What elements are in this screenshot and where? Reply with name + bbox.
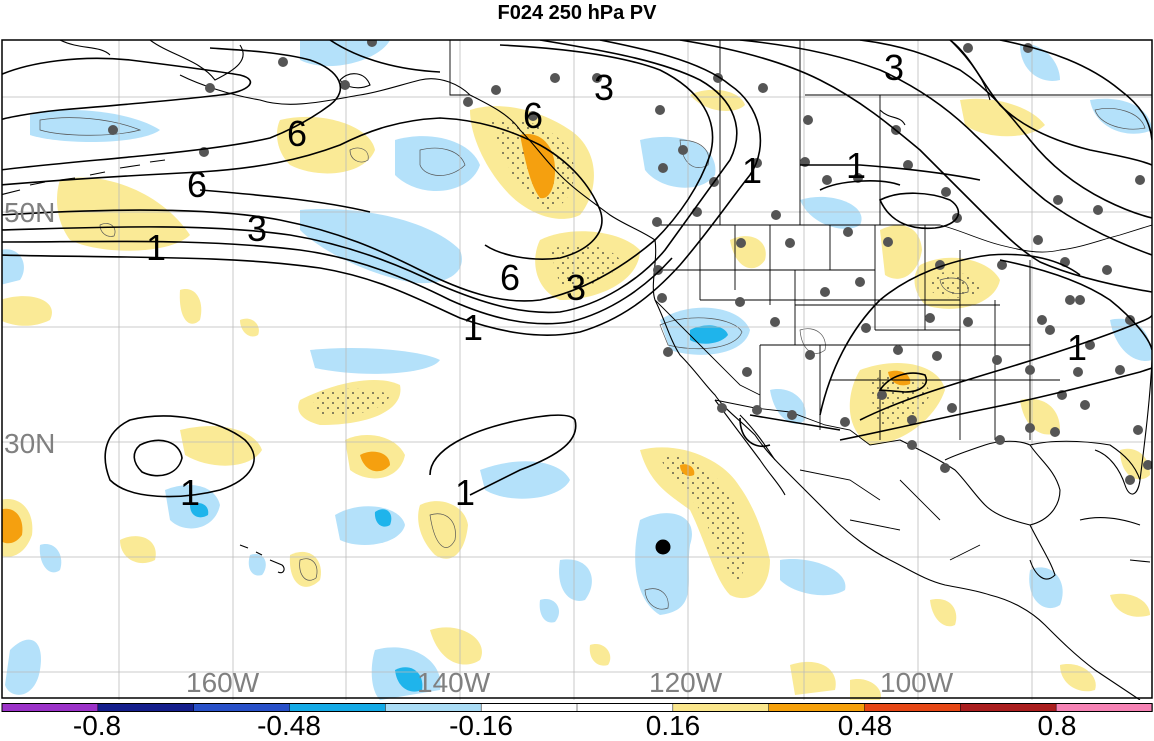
pv-contours <box>2 40 1152 498</box>
colorbar <box>1 703 1153 712</box>
lat-label-50n: 50N <box>4 197 55 228</box>
contour-label: 1 <box>742 150 762 191</box>
contour-label: 1 <box>463 307 483 348</box>
axis-labels: 50N 30N 160W 140W 120W 100W <box>4 197 954 698</box>
contour-label: 1 <box>180 472 200 513</box>
colorbar-segments <box>1 703 1153 712</box>
contour-label: 3 <box>884 47 904 88</box>
colorbar-label: 0.48 <box>837 710 893 741</box>
contour-label: 6 <box>500 257 520 298</box>
lon-label-140w: 140W <box>417 667 491 698</box>
contour-label: 3 <box>594 67 614 108</box>
strong-positive-pv-anomaly-shading <box>2 134 911 544</box>
colorbar-label: -0.8 <box>72 710 122 741</box>
colorbar-label: 0.8 <box>1037 710 1077 741</box>
contour-label: 6 <box>523 95 543 136</box>
contour-label: 3 <box>566 267 586 308</box>
lon-label-160w: 160W <box>186 667 260 698</box>
colorbar-label: 0.16 <box>645 710 701 741</box>
lat-label-30n: 30N <box>4 428 55 459</box>
pv-map: 6 6 6 6 3 3 3 3 1 1 1 1 1 1 1 50N 30N 16… <box>1 39 1153 700</box>
lon-label-100w: 100W <box>880 667 954 698</box>
lon-label-120w: 120W <box>649 667 723 698</box>
colorbar-frame <box>1 703 1153 712</box>
contour-label: 1 <box>1067 327 1087 368</box>
contour-label: 3 <box>247 208 267 249</box>
map-title: F024 250 hPa PV <box>497 2 657 24</box>
contour-label: 1 <box>146 227 166 268</box>
contour-label: 6 <box>187 164 207 205</box>
contour-label: 6 <box>287 113 307 154</box>
colorbar-label: -0.16 <box>449 710 513 741</box>
contour-label: 1 <box>846 145 866 186</box>
lat-lon-grid <box>2 40 1152 700</box>
map-frame <box>1 39 1153 699</box>
strong-negative-pv-anomaly-shading <box>190 325 728 692</box>
contour-label: 1 <box>455 472 475 513</box>
highlight-point-marker <box>655 539 671 555</box>
anomaly-outlines <box>39 108 1146 610</box>
political-borders <box>449 40 1152 561</box>
colorbar-label: -0.48 <box>257 710 321 741</box>
contour-labels: 6 6 6 6 3 3 3 3 1 1 1 1 1 1 1 <box>146 47 1087 513</box>
colorbar-labels: -0.8 -0.48 -0.16 0.16 0.48 0.8 <box>0 710 1154 741</box>
